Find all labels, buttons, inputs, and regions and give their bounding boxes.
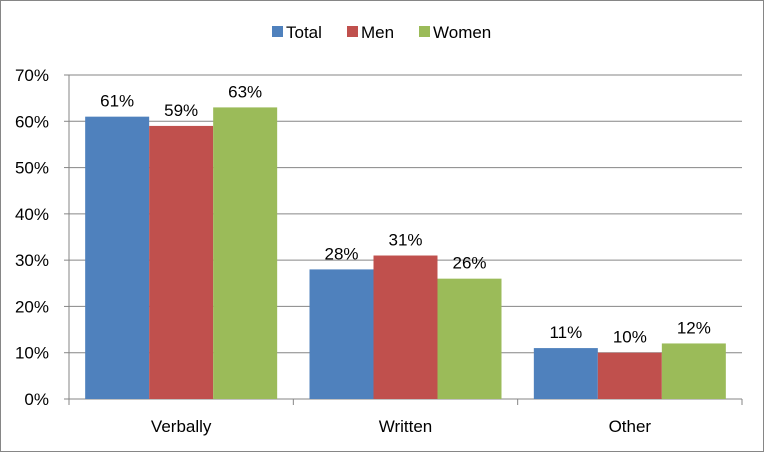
legend-swatch-women	[419, 26, 430, 37]
x-tick-label: Verbally	[151, 417, 212, 436]
data-label: 10%	[613, 328, 647, 347]
data-label: 31%	[388, 231, 422, 250]
y-tick-label: 60%	[15, 112, 49, 131]
data-label: 59%	[164, 101, 198, 120]
bar-women-verbally	[213, 107, 278, 400]
data-label: 63%	[228, 82, 262, 101]
y-tick-label: 70%	[15, 66, 49, 85]
bar-women-written	[437, 278, 502, 399]
bar-men-written	[373, 255, 438, 399]
legend-swatch-total	[272, 26, 283, 37]
bars: 61% 59% 63% 28% 31% 26% 11% 10% 12%	[85, 82, 726, 400]
legend: Total Men Women	[272, 23, 491, 42]
bar-men-other	[597, 352, 662, 399]
y-tick-label: 30%	[15, 251, 49, 270]
legend-label-women: Women	[433, 23, 491, 42]
y-tick-label: 50%	[15, 159, 49, 178]
bar-total-other	[533, 348, 598, 399]
x-axis: Verbally Written Other	[68, 398, 743, 436]
bar-men-verbally	[149, 125, 214, 400]
y-axis: 0% 10% 20% 30% 40% 50% 60% 70%	[15, 66, 70, 409]
y-tick-label: 20%	[15, 297, 49, 316]
y-tick-label: 0%	[24, 390, 49, 409]
legend-label-men: Men	[361, 23, 394, 42]
data-label: 28%	[324, 244, 358, 263]
x-tick-label: Written	[379, 417, 433, 436]
x-tick-label: Other	[609, 417, 652, 436]
bar-women-other	[661, 343, 726, 399]
data-label: 11%	[549, 323, 582, 342]
data-label: 26%	[452, 254, 486, 273]
legend-swatch-men	[347, 26, 358, 37]
bar-total-verbally	[85, 116, 150, 400]
y-tick-label: 40%	[15, 205, 49, 224]
data-label: 61%	[100, 92, 134, 111]
y-tick-label: 10%	[15, 344, 49, 363]
bar-total-written	[309, 269, 374, 399]
legend-label-total: Total	[286, 23, 322, 42]
data-label: 12%	[677, 318, 711, 337]
